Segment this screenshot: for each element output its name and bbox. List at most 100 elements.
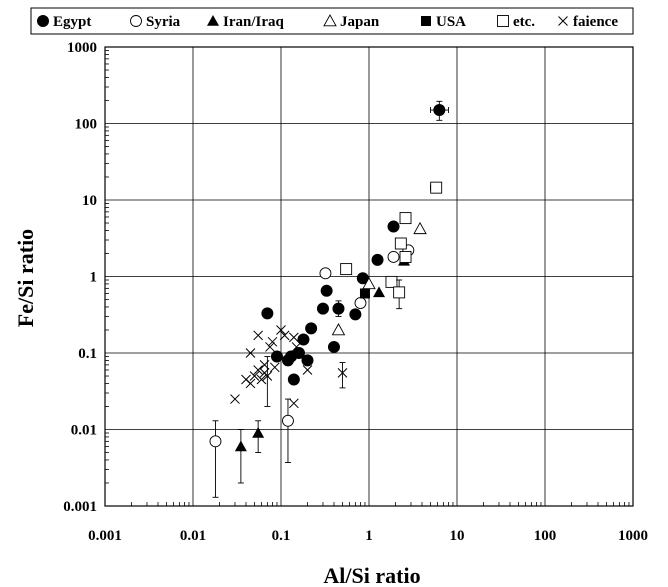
data-point bbox=[301, 354, 314, 367]
data-point-shape bbox=[319, 267, 332, 280]
legend-marker bbox=[323, 14, 337, 27]
y-tick-label: 10 bbox=[82, 193, 97, 209]
data-point bbox=[320, 284, 333, 297]
data-point bbox=[327, 340, 340, 353]
legend-item-iran-iraq: Iran/Iraq bbox=[207, 14, 285, 30]
data-point bbox=[387, 251, 400, 263]
data-point-shape bbox=[292, 347, 305, 359]
data-point-stroke bbox=[259, 359, 270, 370]
data-point-shape bbox=[399, 251, 412, 263]
legend-item-etc-: etc. bbox=[497, 14, 535, 30]
legend-label: etc. bbox=[513, 14, 535, 30]
x-tick-label: 1000 bbox=[618, 528, 648, 544]
data-point-shape bbox=[209, 435, 222, 448]
data-point bbox=[209, 435, 222, 448]
data-point-stroke bbox=[289, 398, 299, 409]
data-point-stroke bbox=[337, 368, 348, 378]
y-tick-label: 1 bbox=[90, 270, 98, 286]
data-point-shape bbox=[282, 414, 294, 427]
series-etc- bbox=[340, 181, 443, 310]
legend-item-japan: Japan bbox=[323, 14, 380, 30]
legend-marker bbox=[558, 16, 568, 26]
data-point bbox=[245, 378, 256, 389]
x-tick-label: 0.1 bbox=[272, 528, 291, 544]
legend-label: Iran/Iraq bbox=[223, 14, 285, 30]
legend-item-syria: Syria bbox=[130, 14, 181, 30]
data-point bbox=[356, 272, 369, 285]
data-point bbox=[259, 359, 270, 370]
y-tick-label: 0.01 bbox=[71, 423, 97, 439]
data-point-stroke bbox=[245, 378, 256, 389]
data-point bbox=[373, 286, 386, 298]
data-point bbox=[349, 308, 362, 321]
legend-label: Egypt bbox=[53, 14, 91, 30]
data-point-stroke bbox=[267, 336, 278, 347]
y-tick-label: 100 bbox=[75, 117, 98, 133]
data-point bbox=[253, 330, 264, 341]
data-point bbox=[252, 427, 265, 438]
data-point-shape bbox=[433, 104, 446, 117]
data-point-stroke bbox=[276, 325, 286, 335]
data-point-shape bbox=[316, 302, 329, 315]
data-point-stroke bbox=[265, 342, 275, 352]
data-point-shape bbox=[393, 286, 406, 299]
legend-marker bbox=[497, 15, 509, 27]
legend-label: USA bbox=[436, 14, 466, 30]
data-point bbox=[265, 342, 275, 352]
data-point-shape bbox=[332, 302, 345, 315]
data-point-shape bbox=[261, 307, 274, 320]
legend-label: faience bbox=[573, 14, 618, 30]
data-point-shape bbox=[359, 288, 370, 299]
data-point bbox=[245, 348, 256, 358]
y-axis-title: Fe/Si ratio bbox=[13, 229, 38, 327]
data-point-stroke bbox=[253, 365, 264, 375]
data-point bbox=[282, 414, 294, 427]
data-point-shape bbox=[301, 354, 314, 367]
data-point bbox=[430, 181, 443, 194]
legend-marker bbox=[37, 15, 49, 27]
legend-item-faience: faience bbox=[558, 14, 618, 30]
data-point bbox=[394, 237, 407, 250]
series-syria bbox=[209, 244, 415, 498]
data-point bbox=[276, 325, 286, 335]
data-point bbox=[292, 347, 305, 359]
data-point bbox=[302, 365, 313, 375]
data-point-stroke bbox=[262, 371, 273, 381]
data-point-shape bbox=[354, 297, 367, 309]
data-point bbox=[249, 371, 260, 381]
data-point bbox=[261, 307, 274, 320]
data-point-shape bbox=[252, 427, 265, 438]
data-point bbox=[262, 371, 273, 381]
data-point-stroke bbox=[256, 374, 267, 385]
data-point bbox=[305, 322, 318, 335]
data-point bbox=[267, 336, 278, 347]
data-point-stroke bbox=[279, 330, 290, 341]
data-point-shape bbox=[270, 350, 283, 363]
legend-marker bbox=[207, 15, 219, 26]
data-point-stroke bbox=[253, 330, 264, 341]
data-point-shape bbox=[371, 253, 384, 266]
data-point-shape bbox=[373, 286, 386, 298]
data-point bbox=[399, 251, 412, 263]
data-point bbox=[316, 302, 329, 315]
data-point-stroke bbox=[269, 362, 280, 373]
data-point bbox=[253, 365, 264, 375]
data-point-stroke bbox=[291, 342, 302, 352]
data-point bbox=[433, 104, 446, 117]
data-point bbox=[387, 220, 400, 233]
legend-marker-shape bbox=[207, 15, 219, 26]
legend-label: Syria bbox=[146, 14, 181, 30]
data-point bbox=[289, 332, 299, 343]
legend-item-usa: USA bbox=[421, 14, 466, 30]
data-point-shape bbox=[340, 263, 353, 276]
data-point bbox=[234, 440, 247, 452]
data-point-shape bbox=[349, 308, 362, 321]
series-japan bbox=[331, 221, 427, 336]
data-point-shape bbox=[387, 251, 400, 263]
legend-marker-stroke bbox=[558, 16, 568, 26]
data-point bbox=[319, 267, 332, 280]
data-point-shape bbox=[399, 212, 412, 225]
data-point-stroke bbox=[249, 371, 260, 381]
legend: Egypt Syria Iran/Iraq Japan USA etc. faience bbox=[30, 7, 634, 35]
y-tick-label: 1000 bbox=[67, 40, 97, 56]
